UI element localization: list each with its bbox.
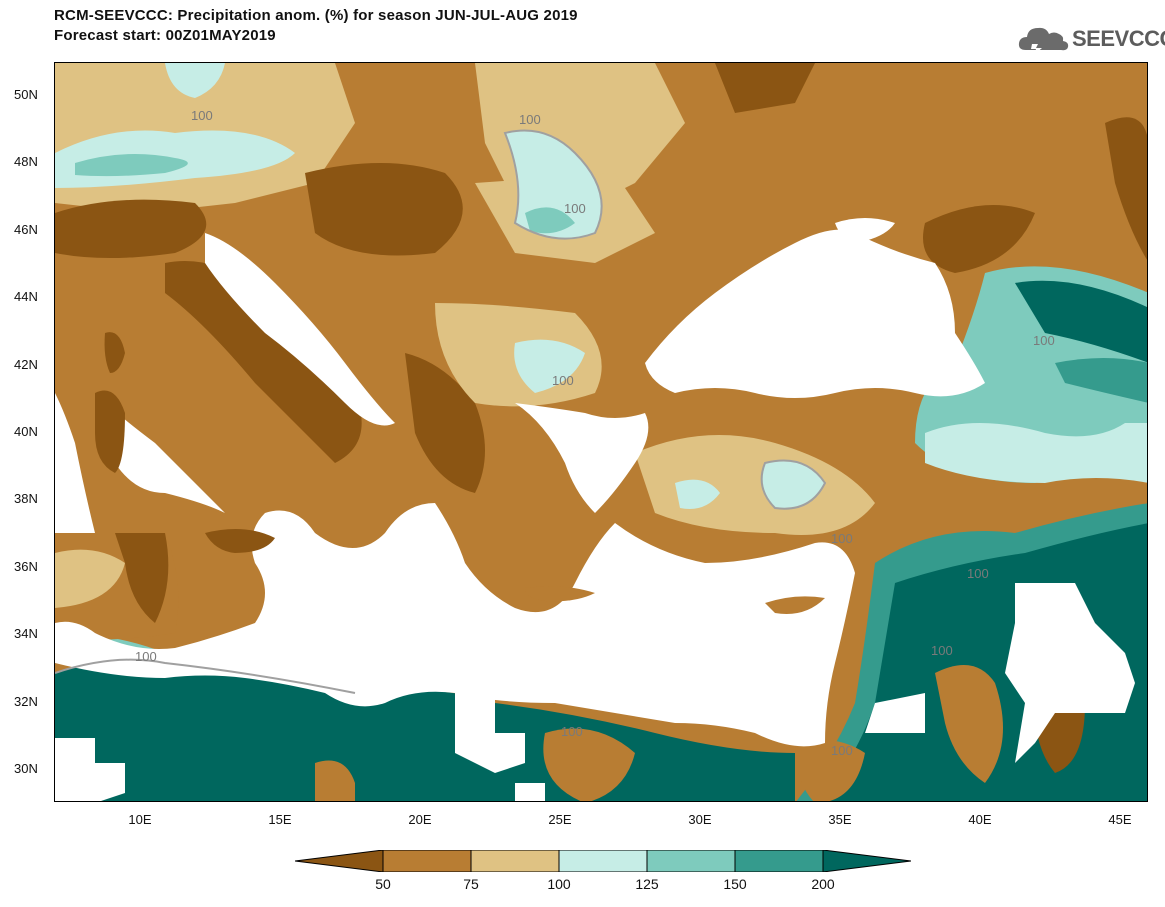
anomaly-region	[635, 435, 875, 535]
lat-label: 38N	[14, 491, 38, 506]
corsica	[104, 332, 125, 373]
contour-label: 100	[1033, 333, 1055, 348]
title-line-2: Forecast start: 00Z01MAY2019	[54, 27, 276, 44]
colorbar-segment	[646, 850, 736, 872]
aegean-sea	[515, 403, 649, 513]
colorbar-label: 50	[375, 876, 391, 892]
adriatic-sea	[205, 233, 395, 426]
colorbar-segment	[558, 850, 648, 872]
anomaly-region	[715, 63, 815, 113]
contour-line	[503, 129, 603, 240]
lat-label: 42N	[14, 357, 38, 372]
anomaly-region	[55, 549, 125, 608]
anomaly-region	[514, 339, 585, 393]
masked-area	[455, 683, 525, 773]
colorbar-label: 100	[547, 876, 571, 892]
logo-text: SEEVCCC	[1072, 26, 1165, 51]
contour-label: 100	[191, 108, 213, 123]
lat-label: 48N	[14, 154, 38, 169]
lat-label: 32N	[14, 694, 38, 709]
colorbar-segment	[295, 850, 384, 872]
lon-label: 20E	[408, 812, 432, 827]
seevccc-logo: SEEVCCC	[1016, 22, 1165, 56]
crete	[525, 586, 595, 602]
masked-area	[515, 783, 545, 801]
lon-label: 15E	[268, 812, 292, 827]
contour-label: 100	[561, 724, 583, 739]
masked-area	[55, 738, 125, 801]
lon-label: 40E	[968, 812, 992, 827]
colorbar	[295, 850, 911, 872]
lat-label: 50N	[14, 87, 38, 102]
tyrrhenian-sea	[95, 393, 225, 513]
lat-label: 40N	[14, 424, 38, 439]
title-line-1: RCM-SEEVCCC: Precipitation anom. (%) for…	[54, 7, 578, 24]
anomaly-region	[405, 353, 485, 493]
colorbar-label: 150	[723, 876, 747, 892]
anomaly-region	[675, 479, 720, 509]
anomaly-region	[55, 199, 207, 258]
lon-label: 45E	[1108, 812, 1132, 827]
contour-label: 100	[831, 743, 853, 758]
colorbar-segment	[822, 850, 911, 872]
contour-line	[760, 459, 827, 510]
map-area: 100 100 100 100 100 100 100 100 100 100 …	[54, 62, 1148, 802]
colorbar-segment	[382, 850, 472, 872]
mediterranean-sea	[55, 503, 855, 747]
anomaly-region	[165, 261, 362, 463]
colorbar-segment	[734, 850, 824, 872]
lat-label: 34N	[14, 626, 38, 641]
precipitation-map: 100 100 100 100 100 100 100 100 100 100 …	[55, 63, 1147, 801]
contour-labels: 100 100 100 100 100 100 100 100 100 100 …	[135, 108, 1055, 758]
sardinia	[95, 390, 125, 473]
cyprus	[765, 596, 825, 614]
colorbar-label: 125	[635, 876, 659, 892]
contour-label: 100	[831, 531, 853, 546]
contour-label: 100	[135, 649, 157, 664]
anomaly-region	[761, 460, 825, 509]
sicily	[205, 529, 275, 553]
cloud-icon	[1018, 27, 1069, 55]
anomaly-region	[75, 154, 188, 177]
anomaly-region	[1055, 358, 1147, 403]
lat-label: 44N	[14, 289, 38, 304]
anomaly-region	[315, 760, 355, 801]
sea-of-azov	[835, 218, 895, 243]
contour-label: 100	[931, 643, 953, 658]
anomaly-region	[923, 205, 1035, 273]
lon-label: 25E	[548, 812, 572, 827]
chart-title: RCM-SEEVCCC: Precipitation anom. (%) for…	[54, 6, 578, 46]
lat-label: 36N	[14, 559, 38, 574]
lon-label: 10E	[128, 812, 152, 827]
masked-area	[1005, 583, 1135, 763]
lon-label: 35E	[828, 812, 852, 827]
contour-label: 100	[564, 201, 586, 216]
anomaly-region	[305, 163, 463, 256]
contour-label: 100	[552, 373, 574, 388]
anomaly-region	[795, 739, 865, 801]
anomaly-region	[925, 423, 1147, 483]
contour-label: 100	[967, 566, 989, 581]
contour-label: 100	[519, 112, 541, 127]
anomaly-region	[525, 207, 575, 234]
anomaly-region	[115, 533, 169, 623]
anomaly-region	[543, 728, 635, 801]
lat-label: 30N	[14, 761, 38, 776]
tyrrhenian-sea	[55, 393, 95, 533]
masked-area	[865, 693, 925, 733]
lon-label: 30E	[688, 812, 712, 827]
colorbar-label: 75	[463, 876, 479, 892]
anomaly-region	[1015, 280, 1147, 363]
anomaly-region	[165, 63, 225, 98]
colorbar-label: 200	[811, 876, 835, 892]
anomaly-region	[1105, 117, 1147, 260]
black-sea	[645, 229, 985, 398]
colorbar-segment	[470, 850, 560, 872]
lat-label: 46N	[14, 222, 38, 237]
contour-line	[55, 658, 356, 694]
anomaly-region	[935, 665, 1003, 783]
